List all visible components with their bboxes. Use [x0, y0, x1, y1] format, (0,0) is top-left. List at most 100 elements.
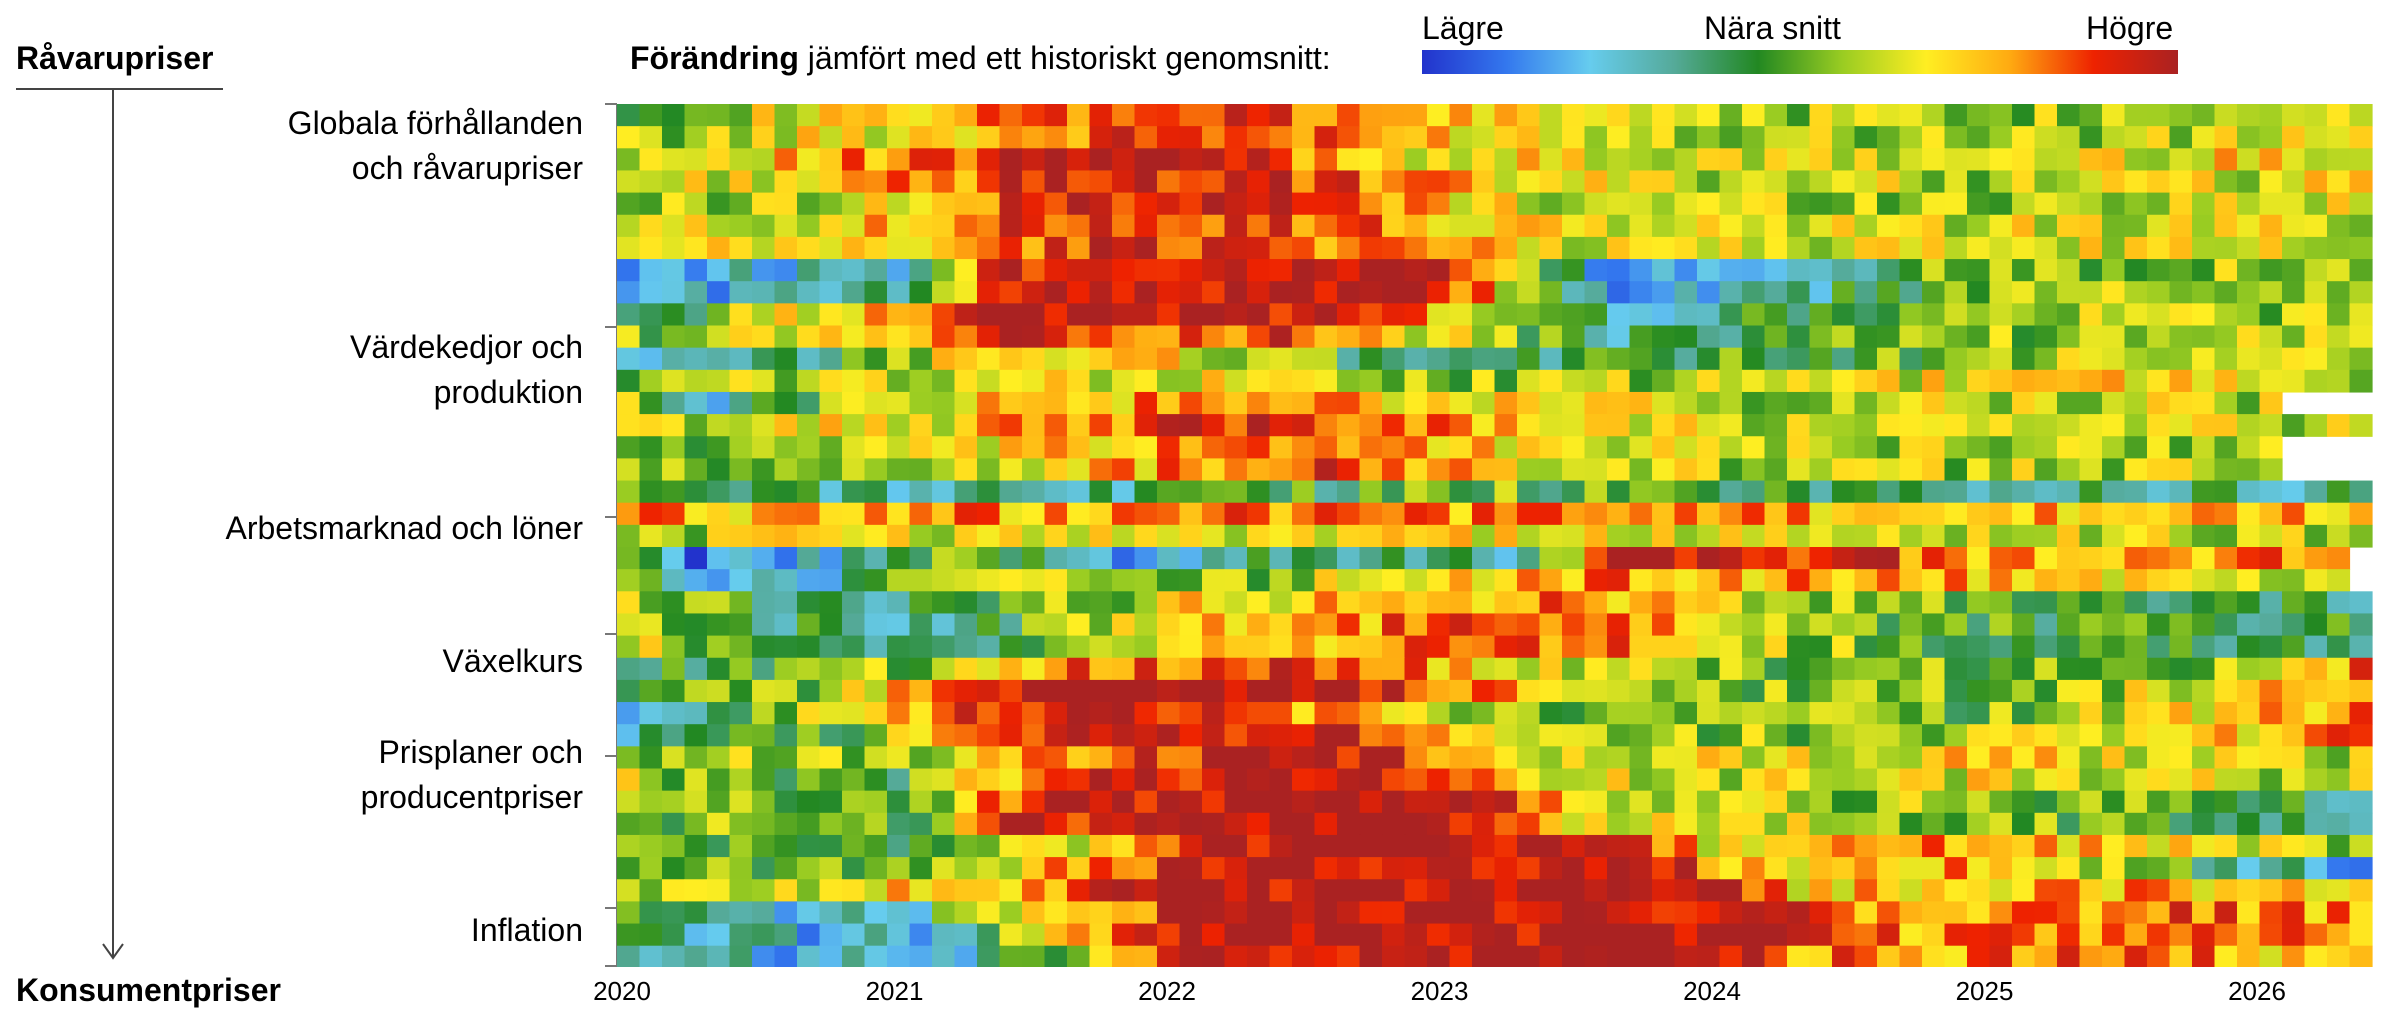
heatmap-cell: [2169, 170, 2193, 194]
heatmap-cell: [887, 547, 911, 570]
heatmap-cell: [1944, 923, 1968, 947]
heatmap-cell: [909, 414, 933, 437]
heatmap-cell: [1899, 126, 1923, 149]
heatmap-cell: [819, 834, 843, 858]
heatmap-cell: [909, 281, 933, 304]
heatmap-cell: [1067, 391, 1091, 415]
heatmap-cell: [1157, 524, 1181, 548]
heatmap-cell: [752, 923, 776, 947]
heatmap-cell: [819, 458, 843, 482]
heatmap-cell: [2327, 303, 2351, 327]
heatmap-cell: [909, 945, 933, 967]
heatmap-cell: [2349, 702, 2373, 725]
heatmap-cell: [2304, 547, 2328, 570]
heatmap-cell: [1944, 369, 1968, 393]
heatmap-cell: [617, 768, 641, 792]
heatmap-cell: [2034, 259, 2058, 282]
heatmap-cell: [1562, 104, 1586, 127]
heatmap-cell: [1202, 569, 1226, 592]
heatmap-cell: [1224, 923, 1248, 947]
heatmap-cell: [2237, 724, 2261, 747]
heatmap-cell: [1517, 724, 1541, 747]
heatmap-cell: [1269, 524, 1293, 548]
heatmap-cell: [1944, 104, 1968, 127]
heatmap-cell: [999, 192, 1023, 216]
heatmap-cell: [932, 214, 956, 238]
heatmap-cell: [1022, 502, 1046, 526]
heatmap-cell: [1427, 923, 1451, 947]
heatmap-cell: [2169, 679, 2193, 703]
heatmap-cell: [1652, 104, 1676, 127]
heatmap-cell: [1022, 724, 1046, 747]
heatmap-cell: [932, 812, 956, 836]
heatmap-cell: [887, 436, 911, 459]
heatmap-cell: [1359, 369, 1383, 393]
heatmap-cell: [1247, 414, 1271, 437]
heatmap-cell: [1404, 591, 1428, 615]
heatmap-cell: [954, 724, 978, 747]
heatmap-cell: [1359, 170, 1383, 194]
heatmap-cell: [1224, 303, 1248, 327]
heatmap-cell: [1584, 857, 1608, 880]
heatmap-cell: [2147, 502, 2171, 526]
heatmap-cell: [1337, 369, 1361, 393]
heatmap-cell: [887, 901, 911, 925]
heatmap-cell: [1787, 458, 1811, 482]
heatmap-cell: [954, 148, 978, 172]
heatmap-cell: [1247, 901, 1271, 925]
heatmap-cell: [1539, 347, 1563, 371]
heatmap-cell: [639, 679, 663, 703]
heatmap-cell: [887, 259, 911, 282]
heatmap-cell: [1877, 214, 1901, 238]
heatmap-cell: [864, 834, 888, 858]
heatmap-cell: [1022, 325, 1046, 349]
row-group-label: Växelkurs: [443, 639, 584, 684]
heatmap-cell: [1449, 547, 1473, 570]
heatmap-cell: [1494, 192, 1518, 216]
heatmap-cell: [1292, 214, 1316, 238]
heatmap-cell: [1809, 901, 1833, 925]
heatmap-cell: [1044, 236, 1068, 260]
heatmap-cell: [1877, 923, 1901, 947]
heatmap-cell: [2079, 236, 2103, 260]
heatmap-cell: [2012, 746, 2036, 770]
heatmap-cell: [639, 214, 663, 238]
heatmap-cell: [2349, 369, 2373, 393]
heatmap-cell: [2079, 436, 2103, 459]
heatmap-cell: [1832, 347, 1856, 371]
heatmap-cell: [2214, 236, 2238, 260]
heatmap-cell: [752, 790, 776, 814]
heatmap-cell: [1989, 746, 2013, 770]
heatmap-cell: [2012, 635, 2036, 659]
heatmap-cell: [1562, 436, 1586, 459]
heatmap-cell: [1719, 281, 1743, 304]
heatmap-cell: [2192, 502, 2216, 526]
heatmap-cell: [2147, 391, 2171, 415]
heatmap-cell: [2057, 547, 2081, 570]
heatmap-cell: [2349, 192, 2373, 216]
heatmap-cell: [842, 679, 866, 703]
heatmap-cell: [2304, 259, 2328, 282]
heatmap-cell: [1809, 458, 1833, 482]
heatmap-cell: [1359, 524, 1383, 548]
heatmap-cell: [707, 303, 731, 327]
heatmap-cell: [2282, 613, 2306, 637]
heatmap-cell: [1179, 480, 1203, 504]
heatmap-cell: [2124, 790, 2148, 814]
heatmap-cell: [1809, 104, 1833, 127]
heatmap-cell: [774, 480, 798, 504]
heatmap-cell: [1292, 325, 1316, 349]
heatmap-cell: [2124, 768, 2148, 792]
heatmap-cell: [1764, 834, 1788, 858]
heatmap-cell: [1652, 524, 1676, 548]
heatmap-cell: [1809, 768, 1833, 792]
heatmap-cell: [1449, 591, 1473, 615]
heatmap-cell: [1292, 259, 1316, 282]
heatmap-cell: [2079, 391, 2103, 415]
heatmap-cell: [1787, 746, 1811, 770]
heatmap-cell: [639, 236, 663, 260]
heatmap-cell: [1877, 192, 1901, 216]
heatmap-cell: [1359, 768, 1383, 792]
heatmap-cell: [1967, 746, 1991, 770]
heatmap-cell: [2327, 923, 2351, 947]
